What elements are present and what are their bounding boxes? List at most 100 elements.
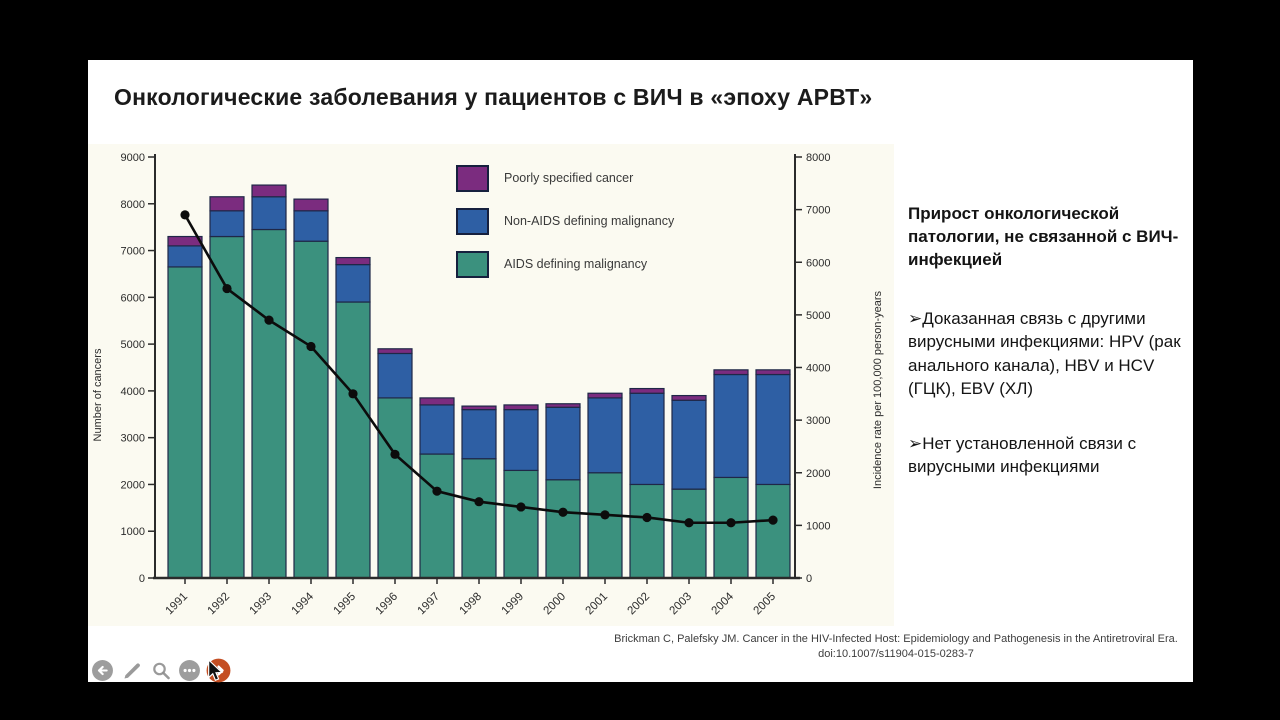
bar-segment — [293, 240, 329, 579]
left-tick-label: 1000 — [121, 526, 145, 538]
bar-segment — [587, 472, 623, 579]
incidence-point — [516, 502, 526, 512]
right-tick-label: 0 — [806, 573, 812, 585]
x-tick-label: 1994 — [290, 590, 317, 617]
x-tick-label: 2000 — [542, 591, 569, 618]
arrow-left-circle-icon — [92, 660, 113, 681]
bar-segment — [461, 409, 497, 460]
bullet-item: ➢Доказанная связь с другими вирусными ин… — [908, 309, 1181, 398]
legend-item: Poorly specified cancer — [456, 164, 674, 192]
x-tick-label: 2003 — [668, 591, 695, 618]
citation-line1: Brickman C, Palefsky JM. Cancer in the H… — [614, 633, 1178, 645]
bullet-item: ➢Нет установленной связи с вирусными инф… — [908, 433, 1137, 476]
right-tick-label: 1000 — [806, 520, 830, 532]
bar-segment — [251, 228, 287, 579]
bar-segment — [251, 184, 287, 198]
right-tick-label: 3000 — [806, 415, 830, 427]
side-panel-heading: Прирост онкологической патологии, не свя… — [908, 204, 1179, 270]
ellipsis-circle-icon — [179, 660, 200, 681]
next-slide-button[interactable] — [206, 658, 231, 683]
slide-title: Онкологические заболевания у пациентов с… — [114, 84, 873, 110]
right-axis-title: Incidence rate per 100,000 person-years — [872, 290, 884, 489]
bar-segment — [251, 196, 287, 231]
bar-segment — [503, 409, 539, 472]
right-tick-label: 6000 — [806, 257, 830, 269]
left-tick-label: 8000 — [121, 199, 145, 211]
bar-segment — [629, 387, 665, 394]
side-panel-bullets: ➢Доказанная связь с другими вирусными ин… — [908, 307, 1196, 478]
left-tick-label: 0 — [139, 573, 145, 585]
legend-item: AIDS defining malignancy — [456, 250, 674, 278]
incidence-point — [600, 510, 610, 520]
right-tick-label: 2000 — [806, 468, 830, 480]
incidence-point — [726, 518, 736, 528]
bar-segment — [419, 453, 455, 579]
arrow-right-circle-icon — [206, 658, 231, 683]
right-tick-label: 7000 — [806, 205, 830, 217]
x-tick-label: 1997 — [416, 591, 443, 618]
incidence-point — [306, 341, 316, 352]
legend-label: Poorly specified cancer — [504, 171, 634, 185]
bar-segment — [713, 476, 749, 579]
bar-segment — [713, 369, 749, 376]
zoom-tool-button[interactable] — [148, 658, 173, 683]
incidence-point — [222, 283, 232, 294]
left-tick-label: 9000 — [121, 152, 145, 164]
bar-segment — [209, 196, 245, 212]
bar-segment — [713, 373, 749, 479]
incidence-point — [264, 315, 274, 325]
bar-segment — [755, 483, 791, 579]
bar-segment — [335, 256, 371, 266]
incidence-point — [180, 210, 190, 220]
citation: Brickman C, Palefsky JM. Cancer in the H… — [598, 632, 1194, 662]
bar-segment — [503, 469, 539, 579]
x-tick-label: 1992 — [206, 591, 233, 618]
bar-segment — [545, 403, 581, 408]
incidence-point — [684, 518, 694, 528]
previous-slide-button[interactable] — [90, 658, 115, 683]
right-tick-label: 4000 — [806, 363, 830, 375]
bar-segment — [461, 458, 497, 579]
presentation-slide: Онкологические заболевания у пациентов с… — [88, 60, 1196, 683]
x-tick-label: 2002 — [626, 591, 653, 618]
legend-label: Non-AIDS defining malignancy — [504, 214, 675, 228]
incidence-point — [558, 507, 568, 517]
bar-segment — [209, 210, 245, 238]
left-axis-title: Number of cancers — [92, 348, 104, 441]
bar-segment — [587, 397, 623, 474]
bar-segment — [377, 397, 413, 579]
incidence-point — [390, 449, 400, 459]
left-tick-label: 7000 — [121, 246, 145, 258]
bar-segment — [503, 404, 539, 411]
x-tick-label: 2004 — [710, 590, 737, 617]
presenter-toolbar — [90, 658, 231, 683]
x-tick-label: 1991 — [164, 591, 191, 618]
bar-segment — [335, 263, 371, 303]
incidence-point — [768, 515, 778, 525]
chart-legend: Poorly specified cancer Non-AIDS defining… — [456, 164, 674, 293]
pen-icon — [124, 662, 140, 678]
magnifier-icon — [152, 662, 170, 679]
bar-segment — [671, 394, 707, 401]
citation-line2: doi:10.1007/s11904-015-0283-7 — [818, 648, 974, 660]
pen-tool-button[interactable] — [119, 658, 144, 683]
legend-label: AIDS defining malignancy — [504, 257, 648, 271]
right-tick-label: 8000 — [806, 152, 830, 164]
bar-segment — [671, 399, 707, 490]
incidence-point — [474, 497, 484, 507]
bar-segment — [671, 488, 707, 579]
bar-segment — [461, 405, 497, 411]
legend-item: Non-AIDS defining malignancy — [456, 207, 674, 235]
left-tick-label: 3000 — [121, 433, 145, 445]
x-tick-label: 1998 — [458, 591, 485, 618]
x-tick-label: 1995 — [332, 591, 359, 618]
legend-swatch — [456, 164, 489, 192]
bar-segment — [293, 198, 329, 212]
more-options-button[interactable] — [177, 658, 202, 683]
bar-segment — [755, 373, 791, 486]
bar-segment — [629, 483, 665, 579]
left-tick-label: 6000 — [121, 292, 145, 304]
bar-segment — [419, 397, 455, 406]
bar-segment — [545, 406, 581, 481]
